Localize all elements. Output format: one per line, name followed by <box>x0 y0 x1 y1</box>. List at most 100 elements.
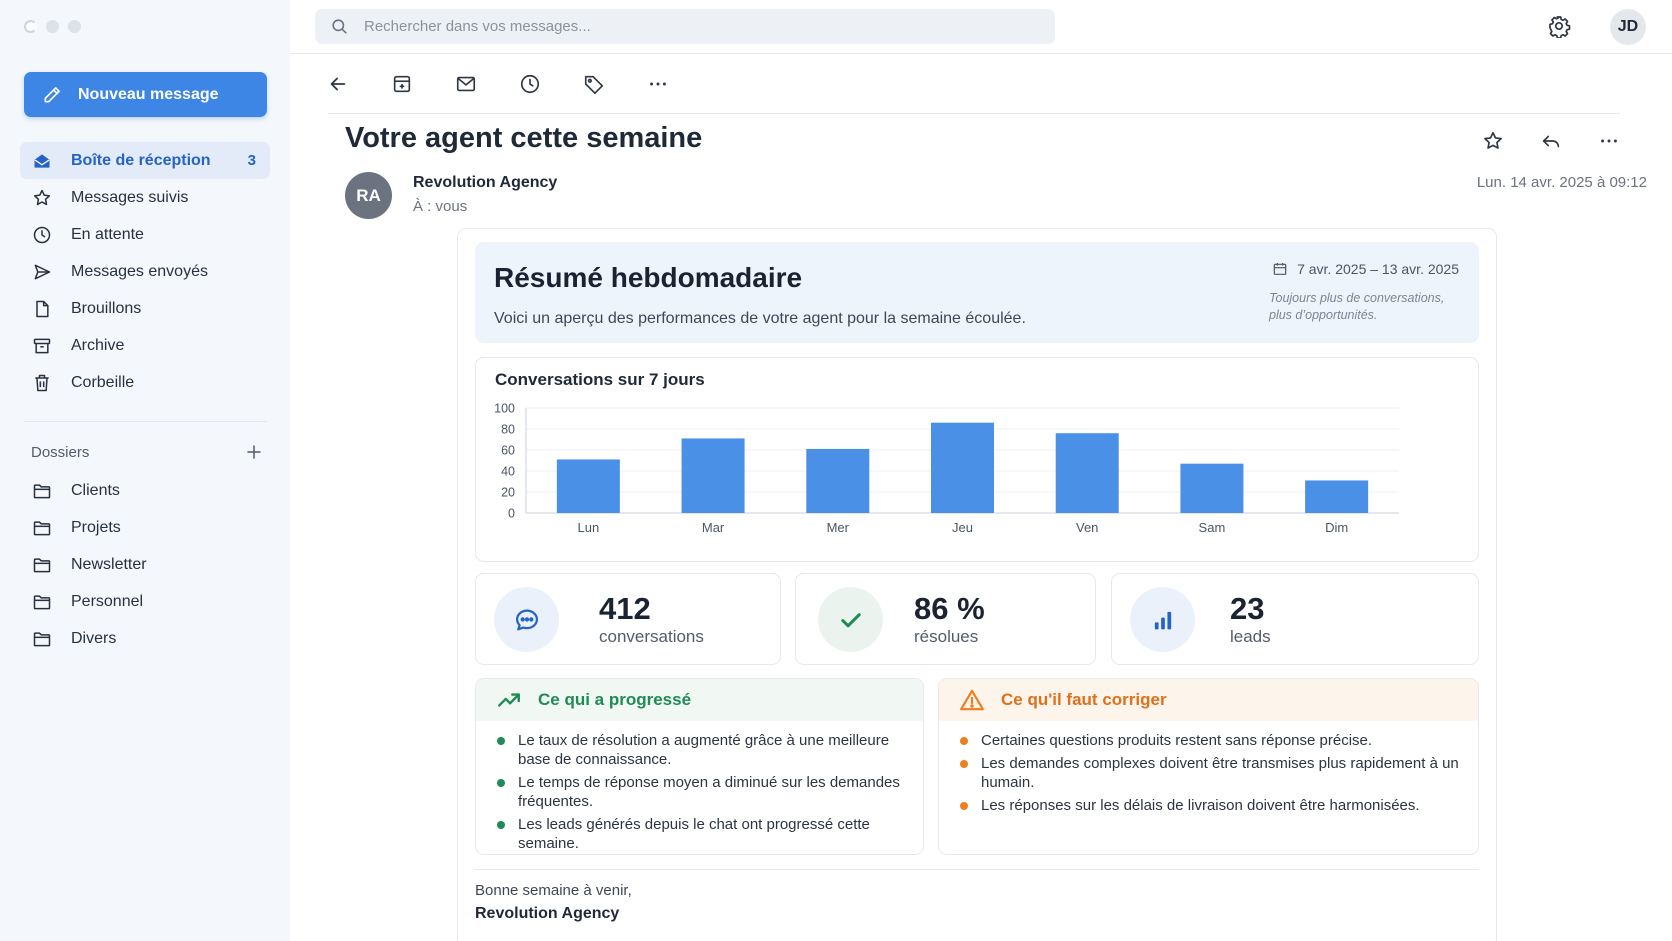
y-tick-label: 60 <box>501 444 515 458</box>
chart-bar <box>1180 463 1244 513</box>
file-icon <box>36 300 49 317</box>
folder-icon <box>33 520 51 535</box>
sidebar-item-trash[interactable]: Corbeille <box>20 364 270 401</box>
x-tick-label: Ven <box>1076 520 1098 535</box>
sidebar-item-label: Corbeille <box>71 373 135 391</box>
list-item: Les leads générés depuis le chat ont pro… <box>497 815 909 853</box>
chat-icon <box>515 609 538 630</box>
stat-icon-wrapper <box>494 587 559 652</box>
clock-icon <box>33 226 51 243</box>
summary-title: Résumé hebdomadaire <box>494 262 803 293</box>
message-toolbar <box>326 72 670 96</box>
compose-button[interactable]: Nouveau message <box>24 72 267 117</box>
folders-list: Clients Projets Newsletter Personnel Div… <box>20 472 270 657</box>
chart-title: Conversations sur 7 jours <box>495 370 705 389</box>
message-subject: Votre agent cette semaine <box>345 122 703 154</box>
mark-unread-button[interactable] <box>454 72 478 96</box>
snooze-button[interactable] <box>518 72 542 96</box>
sidebar-item-snoozed[interactable]: En attente <box>20 216 270 253</box>
label-button[interactable] <box>582 72 606 96</box>
y-tick-label: 20 <box>501 486 515 500</box>
sidebar-item-drafts[interactable]: Brouillons <box>20 290 270 327</box>
add-folder-icon[interactable] <box>245 443 263 461</box>
list-item: Le taux de résolution a augmenté grâce à… <box>497 731 909 769</box>
signature-divider <box>475 869 1479 870</box>
sender-name[interactable]: Revolution Agency <box>413 174 558 191</box>
sidebar-item-archive[interactable]: Archive <box>20 327 270 364</box>
star-icon <box>33 189 51 205</box>
archive-icon <box>393 75 411 93</box>
folder-item-newsletter[interactable]: Newsletter <box>20 546 270 583</box>
search-bar[interactable] <box>315 9 1055 44</box>
stat-card-leads: 23 leads <box>1111 573 1479 665</box>
toolbar-divider <box>328 113 1620 114</box>
window-minimize-dot[interactable] <box>46 20 59 33</box>
fix-list: Certaines questions produits restent san… <box>939 721 1478 815</box>
sidebar-item-starred[interactable]: Messages suivis <box>20 179 270 216</box>
folder-label: Newsletter <box>71 555 147 573</box>
stat-value: 86 % <box>914 591 985 626</box>
folder-item-personnel[interactable]: Personnel <box>20 583 270 620</box>
x-tick-label: Jeu <box>952 520 973 535</box>
window-maximize-dot[interactable] <box>68 20 81 33</box>
y-tick-label: 80 <box>501 423 515 437</box>
search-input[interactable] <box>364 18 1014 35</box>
reply-icon[interactable] <box>1540 130 1562 152</box>
fix-title: Ce qu'il faut corriger <box>1001 690 1167 709</box>
folder-item-projets[interactable]: Projets <box>20 509 270 546</box>
recipient-line: À : vous <box>413 198 468 215</box>
top-bar: JD <box>290 0 1672 54</box>
window-close-dot[interactable] <box>24 20 37 33</box>
list-item: Les demandes complexes doivent être tran… <box>960 754 1464 792</box>
folders-header: Dossiers <box>31 443 263 461</box>
sidebar-item-label: Messages envoyés <box>71 262 208 280</box>
sidebar-item-label: Messages suivis <box>71 188 189 206</box>
x-tick-label: Sam <box>1199 520 1226 535</box>
folder-label: Projets <box>71 518 121 536</box>
gear-icon[interactable] <box>1547 14 1571 38</box>
bar-chart: 0 20 40 60 80 100 Lun Mar Mer Jeu Ven Sam Dim <box>494 402 1399 535</box>
star-icon[interactable] <box>1482 130 1504 152</box>
sidebar: Nouveau message Boîte de réception 3 Mes… <box>0 0 290 941</box>
chart-bar <box>681 438 745 513</box>
sidebar-item-inbox[interactable]: Boîte de réception 3 <box>20 142 270 179</box>
stat-card-resolved: 86 % résolues <box>795 573 1096 665</box>
sidebar-item-sent[interactable]: Messages envoyés <box>20 253 270 290</box>
unread-count-badge: 3 <box>247 152 256 169</box>
y-tick-label: 40 <box>501 465 515 479</box>
pencil-icon <box>44 86 60 102</box>
tag-icon <box>584 75 604 94</box>
search-icon <box>332 19 347 34</box>
signature-name: Revolution Agency <box>475 905 620 922</box>
inbox-icon <box>34 153 50 168</box>
stat-icon-wrapper <box>1130 587 1195 652</box>
x-tick-label: Mer <box>827 520 850 535</box>
chart-bar <box>556 459 620 513</box>
mailbox-nav: Boîte de réception 3 Messages suivis En … <box>20 142 270 401</box>
chart-bar <box>1055 433 1119 513</box>
progress-list: Le taux de résolution a augmenté grâce à… <box>476 721 923 853</box>
list-item: Les réponses sur les délais de livraison… <box>960 796 1464 815</box>
sidebar-divider <box>24 421 267 422</box>
folder-label: Clients <box>71 481 120 499</box>
folder-item-clients[interactable]: Clients <box>20 472 270 509</box>
progress-header: Ce qui a progressé <box>476 679 923 721</box>
more-icon[interactable] <box>1598 130 1620 152</box>
date-range: 7 avr. 2025 – 13 avr. 2025 <box>1272 261 1459 277</box>
chart-bar <box>931 422 994 513</box>
mail-icon <box>456 76 476 92</box>
subject-actions <box>1482 130 1620 152</box>
stat-value: 412 <box>599 591 651 626</box>
folder-item-divers[interactable]: Divers <box>20 620 270 657</box>
folders-title: Dossiers <box>31 443 90 461</box>
archive-button[interactable] <box>390 72 414 96</box>
stat-value: 23 <box>1230 591 1265 626</box>
user-avatar[interactable]: JD <box>1610 9 1646 45</box>
summary-tagline: Toujours plus de conversations, plus d’o… <box>1269 291 1445 322</box>
back-button[interactable] <box>326 72 350 96</box>
x-tick-label: Dim <box>1325 520 1348 535</box>
more-options-button[interactable] <box>646 72 670 96</box>
send-icon <box>34 264 51 279</box>
progress-section: Ce qui a progressé Le taux de résolution… <box>475 678 924 855</box>
folder-icon <box>33 594 51 609</box>
